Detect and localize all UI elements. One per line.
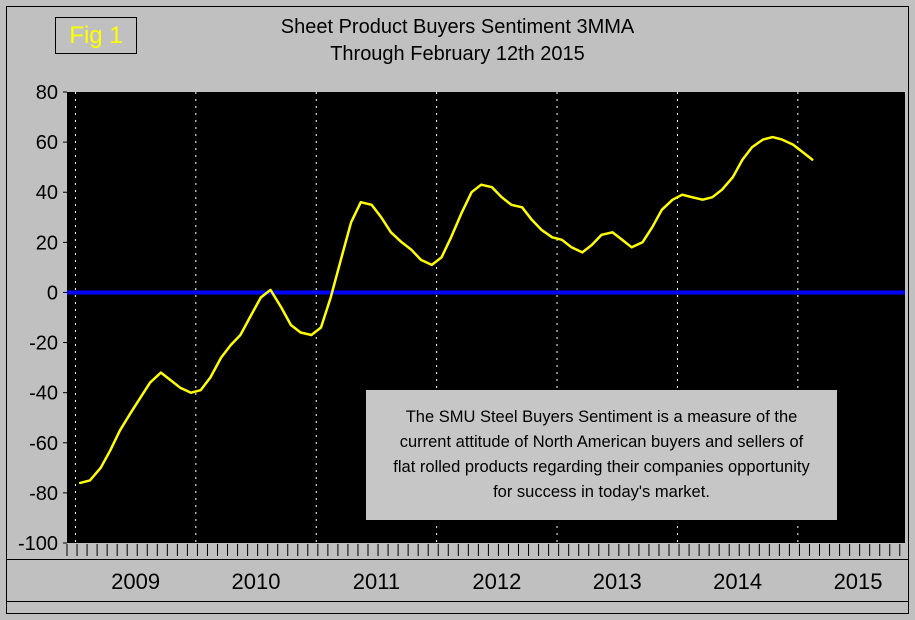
y-axis-label: -100 (18, 533, 58, 555)
x-axis-year-label: 2009 (111, 569, 160, 594)
fig-number-label: Fig 1 (55, 17, 137, 54)
annotation-line: flat rolled products regarding their com… (393, 458, 810, 476)
y-axis-label: 0 (47, 282, 58, 304)
y-axis-label: -40 (29, 383, 58, 405)
y-axis-label: 80 (36, 82, 58, 104)
x-axis-year-label: 2012 (472, 569, 521, 594)
chart-title-line2: Through February 12th 2015 (330, 43, 585, 65)
x-axis-year-label: 2015 (834, 569, 883, 594)
y-axis-label: -60 (29, 433, 58, 455)
chart-title: Sheet Product Buyers Sentiment 3MMA Thro… (0, 14, 915, 68)
y-axis-label: -20 (29, 333, 58, 355)
y-axis-label: 60 (36, 132, 58, 154)
x-axis-year-label: 2013 (593, 569, 642, 594)
y-axis-label: 40 (36, 182, 58, 204)
sentiment-line (78, 135, 814, 485)
annotation-line: for success in today's market. (493, 483, 710, 501)
y-axis-label: 20 (36, 232, 58, 254)
x-axis-year-label: 2010 (232, 569, 281, 594)
annotation-line: The SMU Steel Buyers Sentiment is a meas… (405, 408, 798, 426)
annotation-line: current attitude of North American buyer… (399, 433, 804, 451)
x-axis-year-label: 2014 (713, 569, 762, 594)
chart-title-line1: Sheet Product Buyers Sentiment 3MMA (280, 16, 635, 38)
x-axis-year-label: 2011 (353, 569, 400, 594)
y-axis-label: -80 (29, 483, 58, 505)
annotation-box: The SMU Steel Buyers Sentiment is a meas… (365, 389, 838, 521)
